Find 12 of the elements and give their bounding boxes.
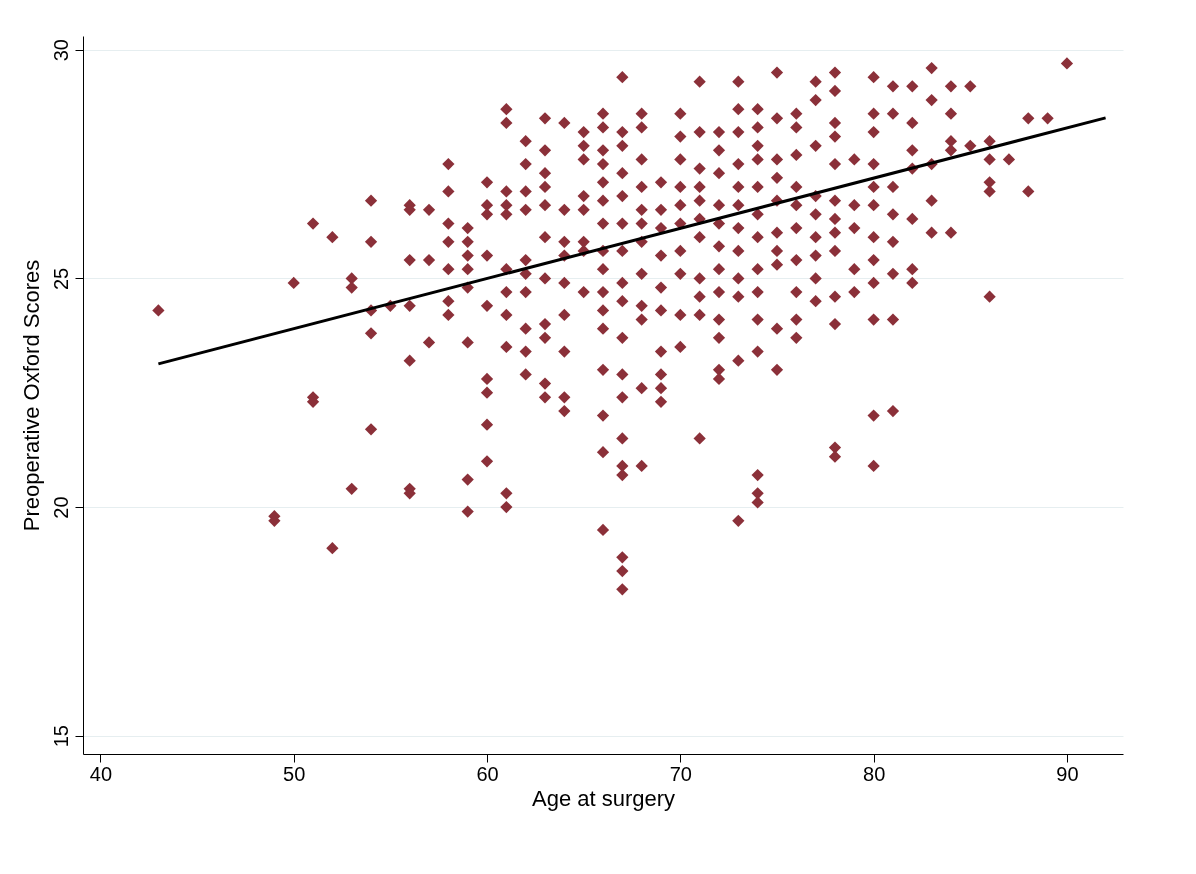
x-tick-label: 70 bbox=[669, 762, 692, 785]
x-tick-label: 50 bbox=[283, 762, 306, 785]
x-tick-label: 90 bbox=[1056, 762, 1079, 785]
x-tick-label: 40 bbox=[89, 762, 113, 785]
y-tick-label: 15 bbox=[49, 725, 72, 748]
y-tick-label: 20 bbox=[49, 496, 72, 519]
y-tick-label: 30 bbox=[49, 39, 72, 62]
y-axis-title: Preoperative Oxford Scores bbox=[18, 259, 44, 532]
x-tick-label: 80 bbox=[863, 762, 886, 785]
y-tick-label: 25 bbox=[49, 267, 72, 291]
x-tick-label: 60 bbox=[476, 762, 499, 785]
x-axis-title: Age at surgery bbox=[531, 785, 676, 811]
